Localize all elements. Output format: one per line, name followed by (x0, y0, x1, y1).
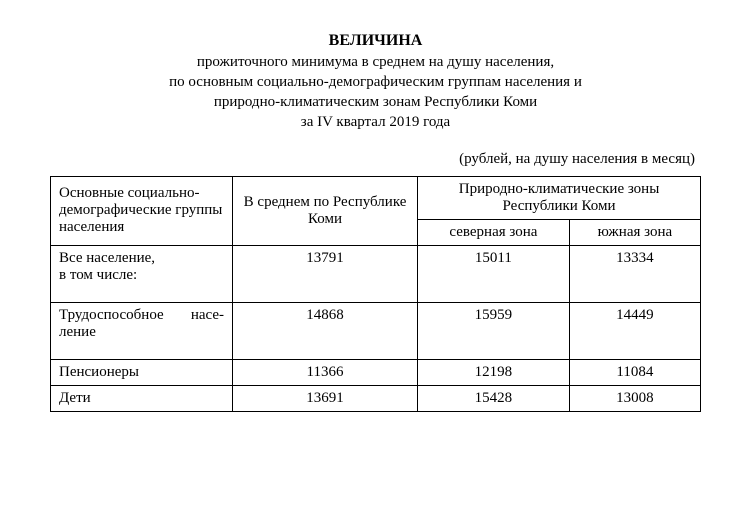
header-north: северная зона (418, 219, 570, 245)
row-north: 15959 (418, 302, 570, 359)
table-row: Все население, в том числе: 13791 15011 … (51, 245, 701, 302)
header-south: южная зона (569, 219, 700, 245)
title-line2: по основным социально-демографическим гр… (50, 72, 701, 92)
table-row: Пенсионеры 11366 12198 11084 (51, 359, 701, 385)
title-block: ВЕЛИЧИНА прожиточного минимума в среднем… (50, 30, 701, 133)
row-north: 15428 (418, 385, 570, 411)
unit-note: (рублей, на душу населения в месяц) (50, 151, 701, 168)
table-row: Трудоспособное насе- ление 14868 15959 1… (51, 302, 701, 359)
row-label: Трудоспособное насе- ление (51, 302, 233, 359)
row-south: 13334 (569, 245, 700, 302)
row-avg: 13791 (233, 245, 418, 302)
row-south: 11084 (569, 359, 700, 385)
table-row: Дети 13691 15428 13008 (51, 385, 701, 411)
row-label: Все население, в том числе: (51, 245, 233, 302)
row-label: Пенсионеры (51, 359, 233, 385)
header-category: Основные социально-демографические групп… (51, 176, 233, 245)
row-south: 13008 (569, 385, 700, 411)
header-avg: В среднем по Республике Коми (233, 176, 418, 245)
row-north: 15011 (418, 245, 570, 302)
row-south: 14449 (569, 302, 700, 359)
title-line4: за IV квартал 2019 года (50, 112, 701, 132)
row-avg: 14868 (233, 302, 418, 359)
data-table: Основные социально-демографические групп… (50, 176, 701, 412)
title-line1: прожиточного минимума в среднем на душу … (50, 52, 701, 72)
header-zones-group: Природно-климатические зоны Республики К… (418, 176, 701, 219)
title-main: ВЕЛИЧИНА (50, 30, 701, 52)
row-label: Дети (51, 385, 233, 411)
title-line3: природно-климатическим зонам Республики … (50, 92, 701, 112)
row-avg: 11366 (233, 359, 418, 385)
row-north: 12198 (418, 359, 570, 385)
row-avg: 13691 (233, 385, 418, 411)
